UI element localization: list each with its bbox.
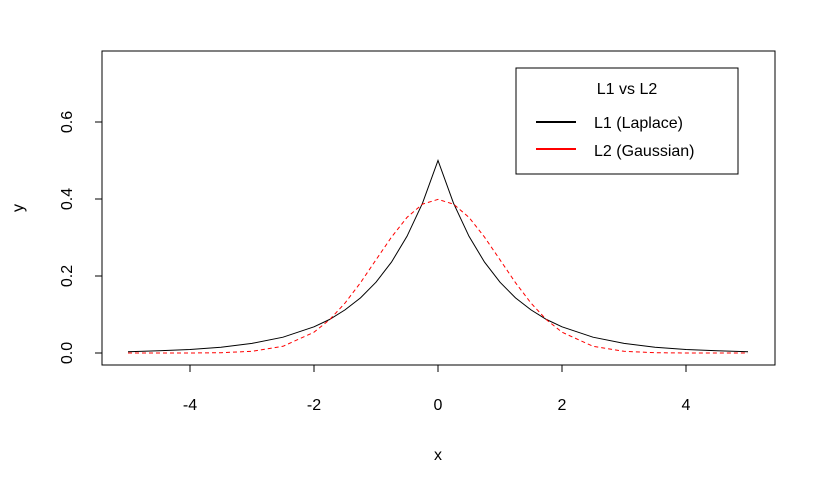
y-axis-label: y bbox=[10, 204, 27, 212]
x-tick-label: -4 bbox=[183, 397, 197, 414]
x-tick-label: -2 bbox=[307, 397, 321, 414]
legend-label-laplace: L1 (Laplace) bbox=[594, 115, 683, 132]
legend: L1 vs L2 L1 (Laplace) L2 (Gaussian) bbox=[516, 68, 738, 174]
x-axis-label: x bbox=[434, 447, 442, 464]
y-tick-label: 0.4 bbox=[59, 188, 76, 210]
x-tick-label: 0 bbox=[434, 397, 443, 414]
legend-title: L1 vs L2 bbox=[597, 81, 658, 98]
x-axis: -4 -2 0 2 4 bbox=[183, 365, 691, 414]
y-axis: 0.0 0.2 0.4 0.6 bbox=[59, 111, 102, 364]
series-line-laplace bbox=[128, 161, 748, 352]
legend-label-gaussian: L2 (Gaussian) bbox=[594, 143, 695, 160]
y-tick-label: 0.2 bbox=[59, 265, 76, 287]
x-tick-label: 4 bbox=[682, 397, 691, 414]
y-tick-label: 0.6 bbox=[59, 111, 76, 133]
y-tick-label: 0.0 bbox=[59, 342, 76, 364]
x-tick-label: 2 bbox=[558, 397, 567, 414]
series-layer bbox=[128, 161, 748, 354]
series-line-gaussian bbox=[128, 199, 748, 353]
